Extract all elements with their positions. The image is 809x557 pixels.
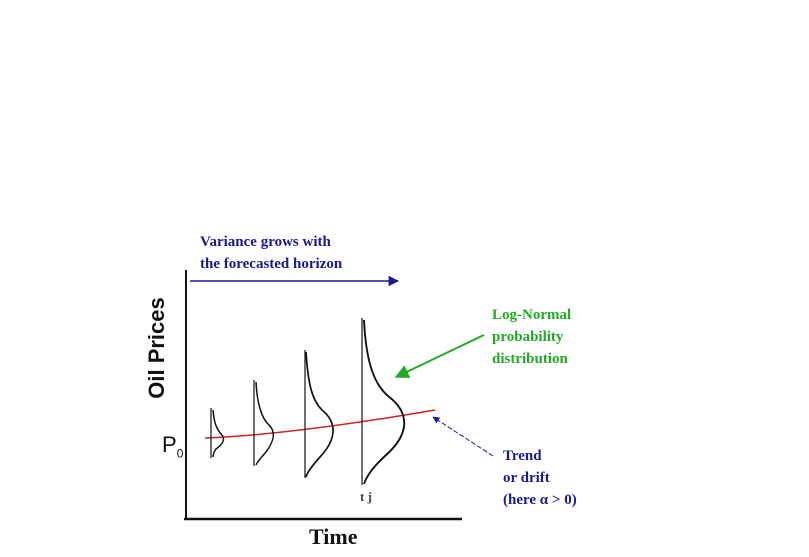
y-axis-label: Oil Prices — [144, 297, 169, 399]
tj-label: t j — [360, 489, 372, 504]
p0-subscript: 0 — [176, 446, 184, 461]
lognormal-annotation: Log-Normal probability distribution — [492, 304, 571, 370]
trend-line-2: or drift — [503, 470, 550, 486]
variance-line-1: Variance grows with — [200, 234, 331, 250]
trend-pointer-arrow — [432, 416, 494, 457]
distribution-curve-1 — [212, 409, 225, 458]
trend-line-3: (here α > 0) — [503, 492, 577, 508]
trend-line — [204, 409, 436, 439]
distribution-curve-3 — [305, 351, 334, 478]
variance-line-2: the forecasted horizon — [200, 256, 343, 272]
lognormal-line-3: distribution — [492, 351, 568, 367]
p0-main: P — [162, 432, 177, 457]
lognormal-line-1: Log-Normal — [492, 307, 572, 323]
lognormal-arrow — [394, 334, 485, 378]
lognormal-line-2: probability — [492, 329, 564, 345]
distribution-curve-2 — [255, 381, 275, 466]
trend-annotation: Trend or drift (here α > 0) — [503, 445, 577, 511]
p0-label: P0 — [162, 432, 183, 460]
variance-annotation: Variance grows with the forecasted horiz… — [200, 231, 342, 275]
x-axis-label: Time — [309, 524, 358, 549]
distribution-curve-4 — [363, 319, 406, 485]
trend-line-1: Trend — [503, 448, 542, 464]
